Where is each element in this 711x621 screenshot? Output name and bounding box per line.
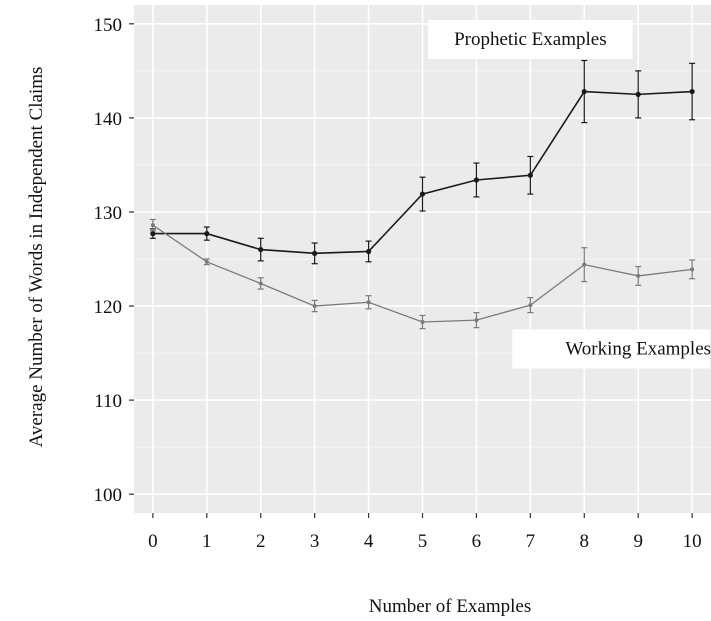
x-tick-label: 0 (148, 531, 158, 552)
data-point (636, 273, 641, 278)
x-tick-label: 9 (633, 531, 643, 552)
x-tick-label: 7 (526, 531, 536, 552)
series-label-box (428, 19, 633, 59)
x-axis-title: Number of Examples (369, 596, 532, 617)
series-label-0: Prophetic Examples (428, 19, 633, 59)
x-tick-label: 3 (310, 531, 320, 552)
y-tick-label: 140 (94, 109, 123, 130)
data-point (150, 231, 156, 237)
y-tick-label: 150 (94, 15, 123, 36)
data-point (582, 262, 587, 267)
x-tick-label: 10 (683, 531, 702, 552)
data-point (581, 88, 587, 95)
x-tick-label: 8 (580, 531, 590, 552)
data-point (312, 250, 318, 256)
data-point (473, 177, 480, 183)
data-point (635, 91, 641, 97)
data-point (690, 267, 695, 272)
series-label-text: Prophetic Examples (454, 29, 607, 50)
data-point (366, 300, 371, 305)
x-tick-label: 5 (418, 531, 428, 552)
data-point (474, 318, 479, 323)
data-point (365, 248, 372, 255)
y-axis-title: Average Number of Words in Independent C… (26, 67, 47, 448)
y-tick-label: 130 (94, 203, 123, 224)
y-tick-label: 110 (94, 391, 122, 412)
series-layer (149, 59, 696, 330)
data-point (689, 88, 695, 95)
y-tick-label: 100 (94, 485, 123, 506)
x-tick-label: 2 (256, 531, 266, 552)
data-point (420, 320, 425, 325)
data-point (528, 303, 533, 308)
y-tick-label: 120 (94, 297, 123, 318)
series-label-box (512, 329, 710, 369)
series-label-1: Working Examples (512, 329, 711, 369)
series-label-text: Working Examples (565, 338, 711, 359)
series-label-layer: Prophetic Examples Working Examples (428, 19, 711, 369)
x-tick-label: 1 (202, 531, 212, 552)
data-point (204, 231, 210, 237)
data-point (419, 191, 426, 197)
data-point (258, 246, 264, 253)
data-point (258, 281, 263, 286)
axis-layer: 100 110 120 130 140 150 0 1 2 3 4 5 6 7 8 9 10 (94, 15, 702, 552)
x-tick-label: 6 (472, 531, 482, 552)
data-point (527, 172, 533, 178)
x-tick-label: 4 (364, 531, 374, 552)
data-point (150, 223, 155, 228)
data-point (204, 259, 209, 264)
data-point (312, 304, 317, 309)
